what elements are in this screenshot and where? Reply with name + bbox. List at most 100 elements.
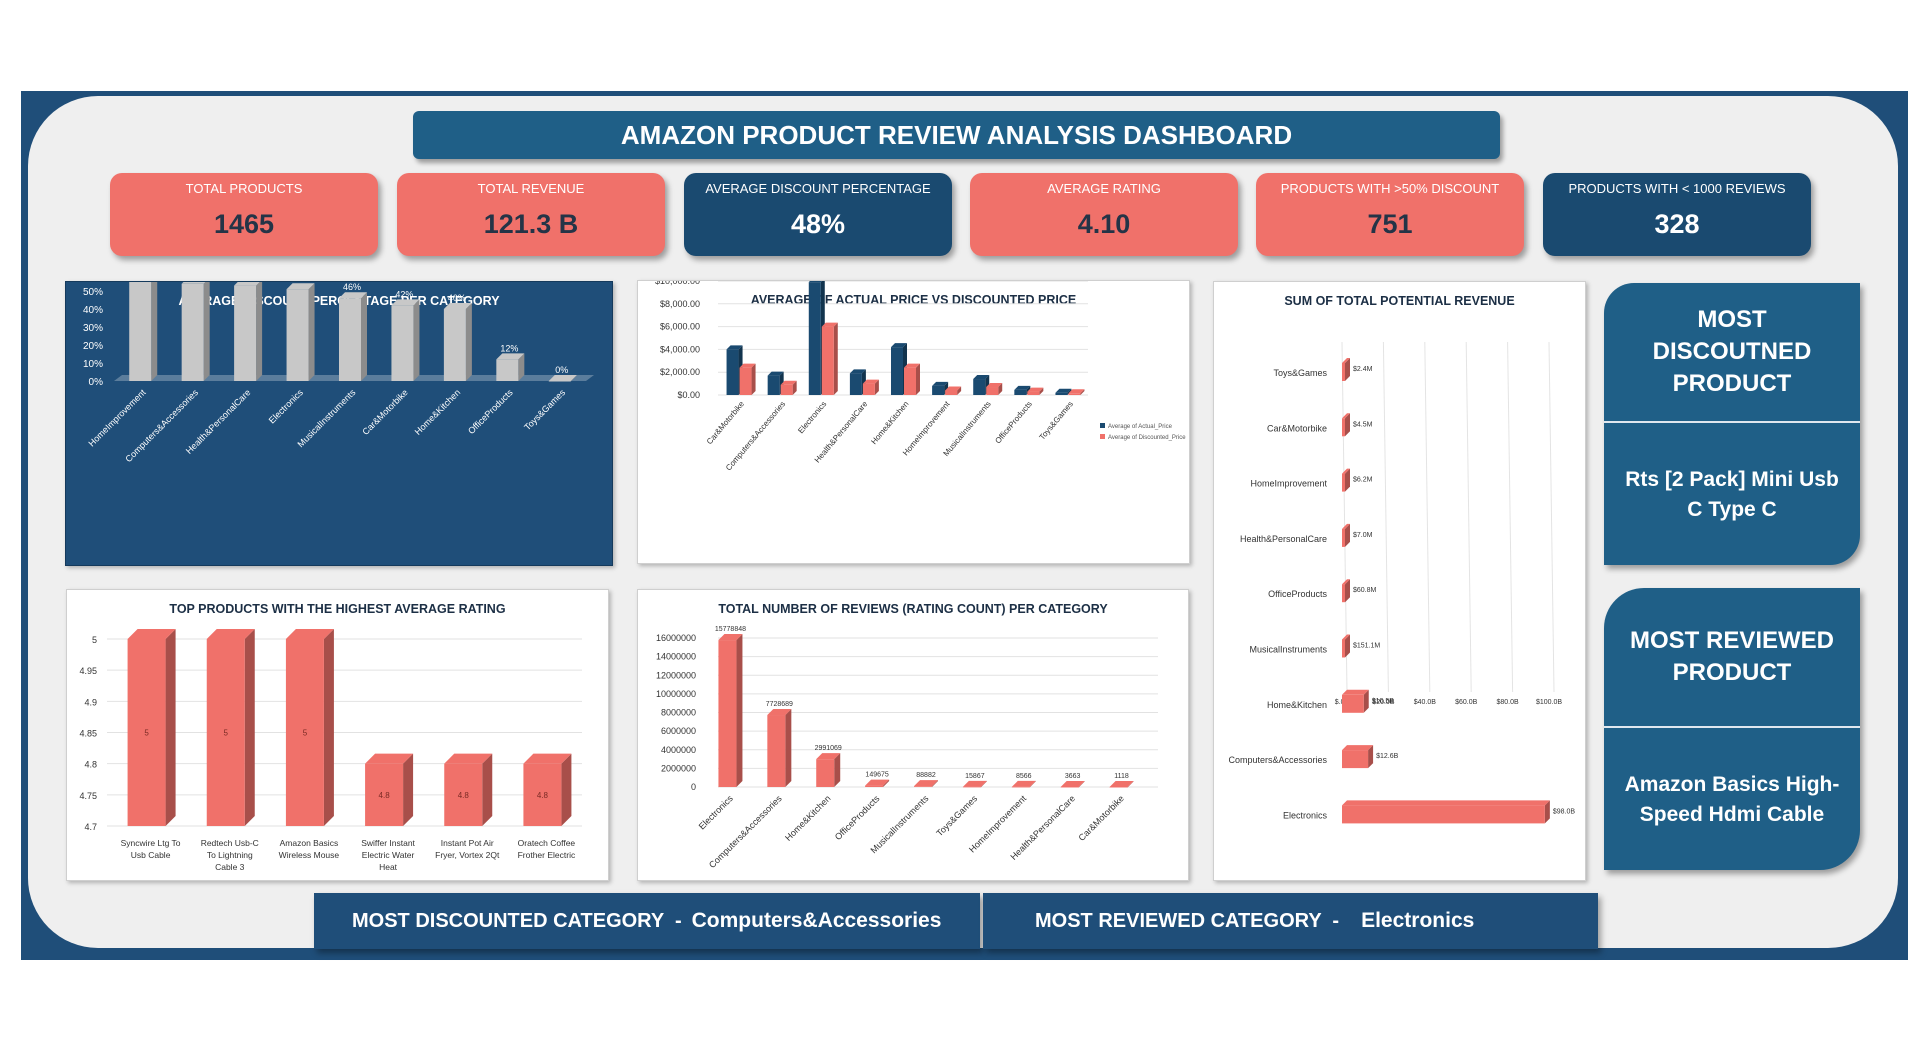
bar-top: [206, 629, 255, 639]
bar-side: [1368, 745, 1374, 769]
bar-top: [1342, 413, 1350, 419]
bar-side: [151, 282, 158, 381]
bar: [914, 786, 932, 787]
bar-actual-top: [849, 369, 866, 374]
bar-actual: [973, 379, 986, 395]
y-tick-label: 4.8: [84, 760, 97, 770]
x-tick-label: Fryer, Vortex 2Qt: [435, 850, 500, 860]
data-label: 4.8: [458, 791, 470, 800]
x-tick-label: Electronics: [697, 793, 736, 832]
bar: [443, 309, 466, 381]
bar: [523, 763, 562, 826]
data-label: 4.8: [379, 791, 391, 800]
kpi-label: PRODUCTS WITH < 1000 REVIEWS: [1568, 181, 1786, 196]
bar-top: [339, 292, 367, 299]
y-tick-label: 5: [92, 635, 97, 645]
x-tick-label: $20.0B: [1372, 699, 1395, 706]
bar: [181, 283, 204, 381]
bar-discounted-top: [1027, 387, 1044, 392]
x-tick-label: Toys&Games: [1037, 400, 1074, 442]
bar: [1342, 418, 1345, 437]
kpi-value: 48%: [790, 209, 846, 239]
data-label: $6.2M: [1353, 477, 1373, 484]
bar-top: [1342, 358, 1350, 363]
bar-top: [816, 753, 841, 760]
bar-actual-top: [767, 371, 784, 376]
most-reviewed-category-bar: MOST REVIEWED CATEGORY - Electronics: [983, 893, 1598, 949]
x-tick-label: $60.0B: [1455, 699, 1478, 706]
bar-top: [1342, 689, 1369, 695]
bar-side: [1029, 780, 1036, 788]
x-tick-label: $100.0B: [1536, 699, 1562, 706]
chart-total-potential-revenue: SUM OF TOTAL POTENTIAL REVENUE $.0B$20.0…: [1213, 281, 1586, 881]
data-label: $12.6B: [1376, 753, 1399, 760]
y-tick-label: 8000000: [661, 708, 696, 718]
x-tick-label: Home&Kitchen: [783, 793, 833, 843]
bar-side: [518, 353, 525, 381]
bar-side: [1127, 780, 1134, 788]
bar-top: [718, 634, 743, 641]
data-label: $98.0B: [1553, 808, 1576, 815]
kpi-label: PRODUCTS WITH >50% DISCOUNT: [1280, 181, 1500, 196]
grid-line: [1382, 341, 1389, 693]
bar-discounted: [1068, 393, 1081, 395]
data-label: $151.1M: [1353, 643, 1380, 650]
y-tick-label: 10%: [83, 359, 103, 370]
bar-actual-top: [973, 375, 990, 380]
bar-side: [570, 375, 577, 382]
legend-label: Average of Actual_Price: [1108, 424, 1173, 430]
y-tick-label: 10000000: [656, 689, 696, 699]
y-tick-label: 4.75: [79, 791, 97, 801]
kpi-label: AVERAGE RATING: [1047, 181, 1161, 196]
kpi-value: 4.10: [1077, 209, 1131, 239]
bar-top: [1109, 780, 1134, 787]
x-tick-label: OfficeProducts: [466, 387, 515, 436]
bar-side: [308, 283, 315, 381]
y-tick-label: $4,000.00: [660, 344, 700, 354]
bar-side: [834, 753, 841, 787]
y-tick-label: Car&Motorbike: [1267, 423, 1327, 433]
x-tick-label: To Lightning: [207, 850, 253, 860]
grid-line: [1341, 341, 1348, 693]
bar: [339, 298, 361, 381]
x-tick-label: Car&Motorbike: [1076, 793, 1126, 843]
bar-top: [365, 753, 414, 764]
bar-top: [181, 282, 206, 284]
kpi-label: TOTAL PRODUCTS: [185, 181, 303, 196]
y-tick-label: $0.00: [677, 390, 700, 400]
bar-side: [1078, 780, 1085, 788]
bar-actual-top: [726, 345, 743, 350]
bar-side: [561, 753, 572, 826]
y-tick-label: $10,000.00: [655, 281, 700, 286]
bar-side: [403, 753, 414, 826]
y-tick-label: 4000000: [661, 745, 696, 755]
most-reviewed-product-card: MOST REVIEWED PRODUCT Amazon Basics High…: [1604, 588, 1860, 870]
bar-discounted-side: [998, 383, 1003, 395]
bar-side: [1345, 468, 1350, 492]
bar-discounted: [780, 384, 793, 395]
bar-side: [1345, 579, 1350, 603]
kpi-value: 751: [1367, 209, 1413, 239]
bar-discounted-side: [957, 386, 962, 395]
chart-discount-per-category: AVERAGE DISCOUNT PERCENTAGE PER CATEGORY…: [65, 281, 613, 566]
bar-actual-top: [808, 281, 822, 283]
category-value: Computers&Accessories: [691, 909, 942, 932]
bar-top: [1342, 800, 1550, 806]
bar: [1342, 805, 1545, 824]
bar-discounted-top: [1068, 389, 1085, 394]
bar-side: [482, 753, 493, 826]
chart-title: TOP PRODUCTS WITH THE HIGHEST AVERAGE RA…: [169, 602, 506, 616]
data-label: 7728689: [766, 701, 793, 708]
bar: [1342, 694, 1364, 713]
bar: [496, 359, 519, 381]
most-discounted-product-card: MOST DISCOUTNED PRODUCT Rts [2 Pack] Min…: [1604, 283, 1860, 565]
bar-discounted-side: [874, 379, 879, 395]
y-tick-label: 4.85: [79, 729, 97, 739]
data-label: 0%: [555, 365, 568, 375]
bar: [1342, 528, 1345, 547]
data-label: 4.8: [537, 791, 549, 800]
bar-discounted-top: [986, 383, 1003, 388]
kpi-products-over-50-discount: PRODUCTS WITH >50% DISCOUNT 751: [1256, 173, 1524, 256]
bar: [1109, 786, 1128, 788]
y-tick-label: 4.9: [84, 697, 97, 707]
